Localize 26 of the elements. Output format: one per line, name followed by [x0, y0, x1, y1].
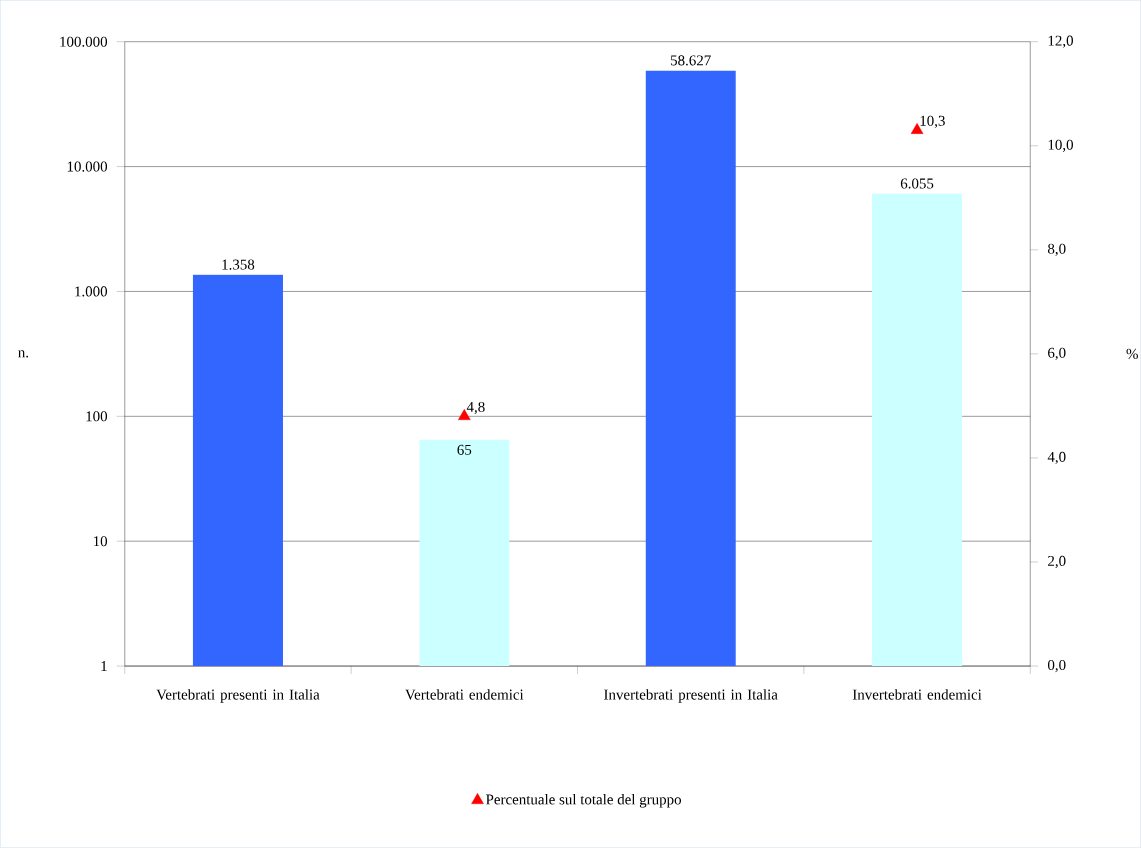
y2-tick-label: 8,0	[1047, 243, 1066, 257]
legend-label: Percentuale sul totale del gruppo	[486, 794, 682, 808]
data-label: 65	[457, 444, 472, 455]
y2-tick-label: 10,0	[1048, 139, 1073, 152]
y-tick-label: 100.000	[60, 36, 108, 47]
y-tick-label: 10	[93, 536, 108, 547]
y2-tick-label: 4,0	[1047, 451, 1066, 465]
y2-axis-title: %	[1126, 348, 1138, 360]
x-tick-label: Vertebrati endemici	[405, 689, 524, 700]
x-tick-label: Vertebrati presenti in Italia	[156, 689, 320, 703]
x-tick-label: Invertebrati presenti in Italia	[604, 689, 778, 703]
x-tick-label: Invertebrati endemici	[852, 689, 982, 700]
y2-tick-label: 0,0	[1047, 660, 1066, 673]
y-tick-label: 1.000	[75, 286, 108, 297]
data-label: 10,3	[920, 115, 945, 129]
y-tick-label: 100	[86, 411, 108, 422]
data-label: 1.358	[222, 259, 255, 270]
data-label: 58.627	[671, 55, 711, 66]
y-tick-label: 10.000	[67, 161, 108, 172]
data-label: 4,8	[466, 401, 485, 415]
y2-tick-label: 2,0	[1048, 555, 1066, 569]
y-axis-title: n.	[18, 350, 29, 358]
y2-tick-label: 6,0	[1048, 347, 1066, 361]
y2-tick-label: 12,0	[1048, 35, 1073, 48]
data-label: 6.055	[900, 178, 934, 189]
y-tick-label: 1	[101, 661, 107, 672]
